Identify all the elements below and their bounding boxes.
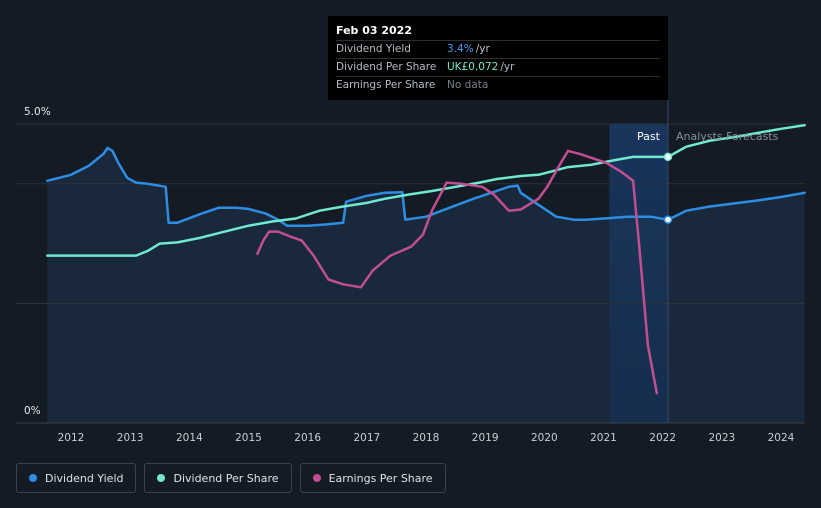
- x-tick-label: 2015: [235, 432, 262, 444]
- legend-item-earnings-per-share[interactable]: Earnings Per Share: [299, 463, 446, 493]
- tooltip-row-dividend-per-share: Dividend Per Share UK£0.072 /yr: [336, 58, 660, 76]
- tooltip-row-dividend-yield: Dividend Yield 3.4% /yr: [336, 40, 660, 58]
- x-tick-label: 2021: [590, 432, 617, 444]
- y-tick-top: 5.0%: [24, 106, 51, 118]
- x-tick-label: 2014: [176, 432, 203, 444]
- tooltip-unit: /yr: [475, 43, 490, 55]
- x-tick-label: 2016: [294, 432, 321, 444]
- tooltip-label: Dividend Yield: [336, 43, 411, 55]
- series-line-dividend-yield: [46, 146, 806, 227]
- tooltip-value: UK£0.072: [447, 61, 499, 73]
- legend-dot-icon: [29, 474, 37, 482]
- tooltip-row-earnings-per-share: Earnings Per Share No data: [336, 76, 660, 94]
- series-line-earnings-per-share: [256, 149, 659, 395]
- legend-dot-icon: [157, 474, 166, 482]
- legend: Dividend Yield Dividend Per Share Earnin…: [16, 463, 446, 493]
- x-tick-label: 2013: [117, 432, 144, 444]
- x-tick-label: 2020: [531, 432, 558, 444]
- x-tick-label: 2024: [768, 432, 795, 444]
- x-tick-label: 2017: [353, 432, 380, 444]
- past-label: Past: [637, 130, 660, 143]
- tooltip-unit: /yr: [500, 61, 515, 73]
- tooltip-value: No data: [447, 79, 489, 91]
- x-tick-label: 2022: [649, 432, 676, 444]
- x-tick-label: 2023: [708, 432, 735, 444]
- past-region-highlight: [609, 124, 668, 423]
- tooltip-label: Dividend Per Share: [336, 61, 437, 73]
- highlight-marker: [663, 152, 673, 162]
- x-tick-label: 2012: [58, 432, 85, 444]
- legend-label: Dividend Yield: [45, 471, 124, 485]
- legend-label: Dividend Per Share: [173, 471, 279, 485]
- tooltip: Feb 03 2022 Dividend Yield 3.4% /yr Divi…: [328, 16, 668, 100]
- legend-label: Earnings Per Share: [328, 471, 433, 485]
- x-tick-label: 2018: [413, 432, 440, 444]
- legend-item-dividend-per-share[interactable]: Dividend Per Share: [144, 463, 292, 493]
- tooltip-value: 3.4%: [447, 43, 474, 55]
- tooltip-label: Earnings Per Share: [336, 79, 436, 91]
- dividend-yield-area: [47, 147, 805, 423]
- legend-dot-icon: [312, 474, 321, 482]
- forecast-label: Analysts Forecasts: [676, 130, 779, 143]
- legend-item-dividend-yield[interactable]: Dividend Yield: [16, 463, 137, 493]
- x-tick-label: 2019: [472, 432, 499, 444]
- y-tick-bottom: 0%: [24, 405, 41, 417]
- highlight-marker: [663, 215, 673, 224]
- tooltip-date: Feb 03 2022: [336, 24, 412, 37]
